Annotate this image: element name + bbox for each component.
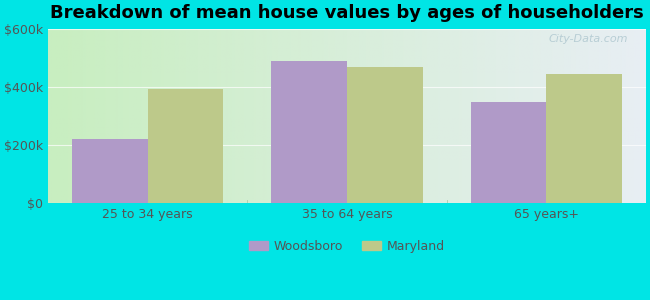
Bar [546,74,622,203]
Bar [148,89,224,203]
Title: Breakdown of mean house values by ages of householders: Breakdown of mean house values by ages o… [50,4,644,22]
Bar [347,67,422,203]
Bar [271,61,347,203]
Text: City-Data.com: City-Data.com [549,34,628,44]
Bar [471,102,546,203]
Legend: Woodsboro, Maryland: Woodsboro, Maryland [244,235,450,258]
Bar [72,140,148,203]
